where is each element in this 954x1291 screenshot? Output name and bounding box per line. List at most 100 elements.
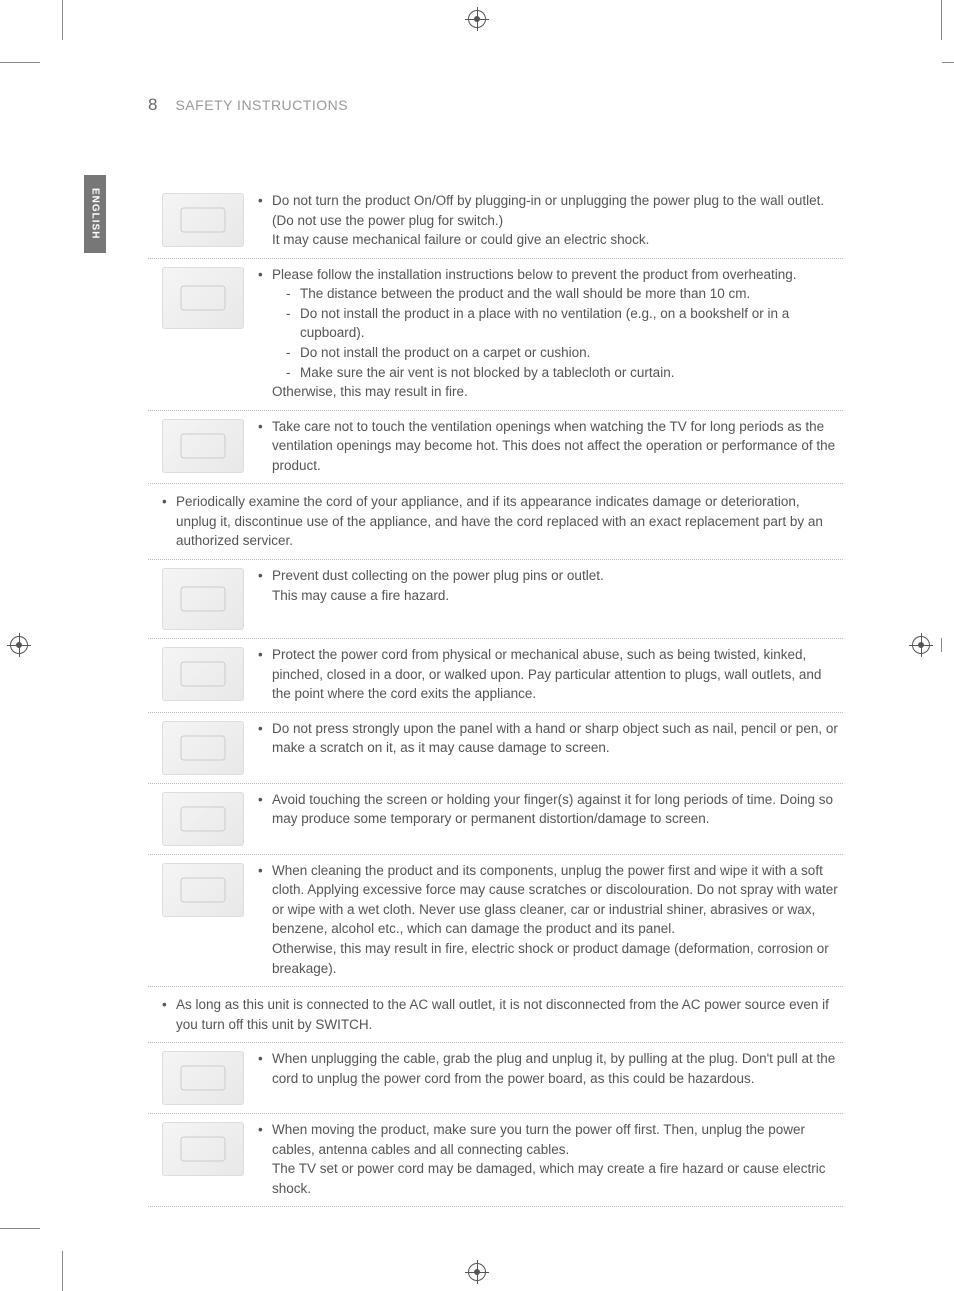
instruction-line: Do not turn the product On/Off by pluggi… <box>272 191 843 230</box>
instruction-line: When moving the product, make sure you t… <box>272 1120 843 1159</box>
instruction-illustration <box>148 645 258 701</box>
instruction-subtext: Make sure the air vent is not blocked by… <box>300 363 674 383</box>
dust-plug-icon <box>162 568 244 630</box>
instruction-text-col: •Do not press strongly upon the panel wi… <box>258 719 843 758</box>
instruction-text-col: •Please follow the installation instruct… <box>258 265 843 402</box>
instruction-subitem: -Make sure the air vent is not blocked b… <box>286 363 843 383</box>
instruction-item: •Do not turn the product On/Off by plugg… <box>148 185 843 259</box>
instruction-line: When cleaning the product and its compon… <box>272 861 843 939</box>
ventilation-distance-icon <box>162 267 244 329</box>
instruction-text: When unplugging the cable, grab the plug… <box>272 1049 843 1088</box>
instruction-item: •Protect the power cord from physical or… <box>148 639 843 713</box>
instruction-illustration <box>148 1120 258 1176</box>
instruction-text: Protect the power cord from physical or … <box>272 645 843 704</box>
bullet-icon: • <box>258 645 272 665</box>
instruction-text-col: •When moving the product, make sure you … <box>258 1120 843 1198</box>
instruction-text: Take care not to touch the ventilation o… <box>272 417 843 476</box>
instruction-line: Prevent dust collecting on the power plu… <box>272 566 843 586</box>
page-header: 8 SAFETY INSTRUCTIONS <box>148 95 843 115</box>
instruction-text: Do not press strongly upon the panel wit… <box>272 719 843 758</box>
bullet-icon: • <box>258 719 272 739</box>
bullet-icon: • <box>258 417 272 437</box>
instruction-illustration <box>148 719 258 775</box>
instruction-illustration <box>148 790 258 846</box>
dash-icon: - <box>286 304 300 343</box>
instruction-line: When unplugging the cable, grab the plug… <box>272 1049 843 1088</box>
instruction-text: Periodically examine the cord of your ap… <box>176 492 843 551</box>
instruction-illustration <box>148 265 258 329</box>
bullet-icon: • <box>162 492 176 551</box>
crop-mark <box>0 1228 40 1229</box>
instruction-item: •When moving the product, make sure you … <box>148 1114 843 1207</box>
instruction-text-col: •Take care not to touch the ventilation … <box>258 417 843 476</box>
instruction-item: •When unplugging the cable, grab the plu… <box>148 1043 843 1114</box>
instruction-illustration <box>148 861 258 917</box>
page-body: 8 SAFETY INSTRUCTIONS •Do not turn the p… <box>148 95 843 1207</box>
crop-mark <box>62 1251 63 1291</box>
instruction-subitem: -The distance between the product and th… <box>286 284 843 304</box>
bullet-icon: • <box>258 790 272 810</box>
instruction-tail: Otherwise, this may result in fire. <box>272 382 843 402</box>
instruction-item: •When cleaning the product and its compo… <box>148 855 843 987</box>
instruction-text: As long as this unit is connected to the… <box>176 995 843 1034</box>
instruction-illustration <box>148 1049 258 1105</box>
instruction-item: •Avoid touching the screen or holding yo… <box>148 784 843 855</box>
instruction-text: Prevent dust collecting on the power plu… <box>272 566 843 605</box>
instruction-text-col: •When unplugging the cable, grab the plu… <box>258 1049 843 1088</box>
crop-mark <box>941 0 942 40</box>
instruction-line: Protect the power cord from physical or … <box>272 645 843 704</box>
crop-mark <box>0 62 40 63</box>
dash-icon: - <box>286 284 300 304</box>
crop-mark <box>62 0 63 40</box>
instruction-subitem: -Do not install the product on a carpet … <box>286 343 843 363</box>
page-number: 8 <box>148 95 157 115</box>
instruction-illustration <box>148 566 258 630</box>
no-touch-vent-icon <box>162 419 244 473</box>
cord-protect-icon <box>162 647 244 701</box>
bullet-icon: • <box>258 566 272 586</box>
plug-no-switch-icon <box>162 193 244 247</box>
registration-mark-icon <box>468 10 486 28</box>
instruction-subtext: The distance between the product and the… <box>300 284 750 304</box>
dash-icon: - <box>286 343 300 363</box>
crop-mark <box>941 638 942 652</box>
bullet-icon: • <box>162 995 176 1034</box>
instruction-line: It may cause mechanical failure or could… <box>272 230 843 250</box>
instruction-text: Avoid touching the screen or holding you… <box>272 790 843 829</box>
bullet-icon: • <box>258 191 272 211</box>
instruction-illustration <box>148 417 258 473</box>
dash-icon: - <box>286 363 300 383</box>
instruction-text-col: •Do not turn the product On/Off by plugg… <box>258 191 843 250</box>
instruction-subtext: Do not install the product in a place wi… <box>300 304 843 343</box>
instruction-illustration <box>148 191 258 247</box>
instruction-item: •As long as this unit is connected to th… <box>148 987 843 1043</box>
instruction-line: Please follow the installation instructi… <box>272 265 843 285</box>
instruction-item: •Prevent dust collecting on the power pl… <box>148 560 843 639</box>
page-title: SAFETY INSTRUCTIONS <box>175 97 348 113</box>
instruction-item: •Take care not to touch the ventilation … <box>148 411 843 485</box>
registration-mark-icon <box>912 636 930 654</box>
registration-mark-icon <box>10 636 28 654</box>
instruction-line: This may cause a fire hazard. <box>272 586 843 606</box>
instruction-line: Otherwise, this may result in fire, elec… <box>272 939 843 978</box>
bullet-icon: • <box>258 265 272 285</box>
instruction-text-col: •Protect the power cord from physical or… <box>258 645 843 704</box>
instruction-text: Please follow the installation instructi… <box>272 265 843 402</box>
crop-mark <box>942 62 954 63</box>
instruction-line: Do not press strongly upon the panel wit… <box>272 719 843 758</box>
bullet-icon: • <box>258 1049 272 1069</box>
instruction-item: •Please follow the installation instruct… <box>148 259 843 411</box>
instruction-text-col: •Avoid touching the screen or holding yo… <box>258 790 843 829</box>
instruction-text: When moving the product, make sure you t… <box>272 1120 843 1198</box>
instruction-subitem: -Do not install the product in a place w… <box>286 304 843 343</box>
cleaning-icon <box>162 863 244 917</box>
instruction-item: •Do not press strongly upon the panel wi… <box>148 713 843 784</box>
moving-product-icon <box>162 1122 244 1176</box>
unplug-grab-icon <box>162 1051 244 1105</box>
instruction-text-col: •Prevent dust collecting on the power pl… <box>258 566 843 605</box>
instruction-line: Avoid touching the screen or holding you… <box>272 790 843 829</box>
language-tab: ENGLISH <box>84 175 106 253</box>
instruction-item: •Periodically examine the cord of your a… <box>148 484 843 560</box>
instruction-line: The TV set or power cord may be damaged,… <box>272 1159 843 1198</box>
instruction-line: Take care not to touch the ventilation o… <box>272 417 843 476</box>
